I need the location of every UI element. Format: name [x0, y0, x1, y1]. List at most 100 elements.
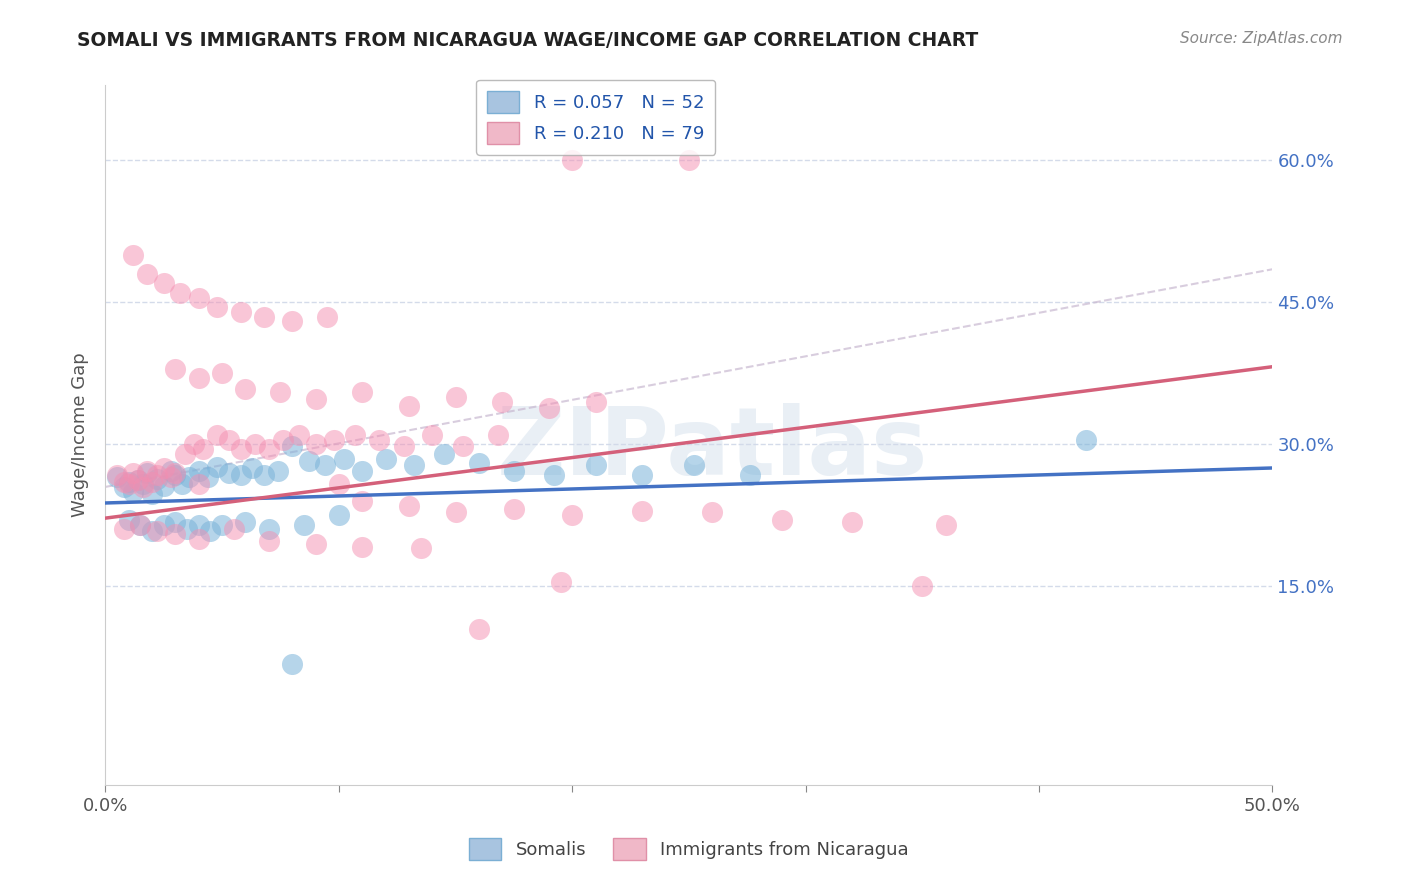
- Point: [678, 153, 700, 168]
- Point: [136, 267, 159, 281]
- Point: [132, 477, 155, 491]
- Point: [141, 475, 163, 490]
- Point: [332, 451, 354, 466]
- Point: [486, 428, 509, 442]
- Point: [165, 361, 187, 376]
- Point: [132, 480, 155, 494]
- Point: [561, 153, 583, 168]
- Point: [292, 517, 315, 532]
- Point: [118, 477, 141, 491]
- Point: [146, 467, 169, 482]
- Point: [267, 464, 290, 478]
- Point: [911, 579, 934, 593]
- Point: [187, 291, 209, 305]
- Point: [328, 477, 350, 491]
- Point: [304, 437, 326, 451]
- Point: [398, 400, 420, 414]
- Point: [631, 467, 654, 482]
- Y-axis label: Wage/Income Gap: Wage/Income Gap: [72, 352, 90, 517]
- Point: [153, 479, 174, 493]
- Point: [352, 540, 374, 554]
- Point: [165, 527, 187, 541]
- Point: [409, 541, 432, 556]
- Point: [211, 517, 233, 532]
- Point: [235, 515, 257, 529]
- Point: [176, 523, 198, 537]
- Point: [281, 314, 304, 328]
- Point: [169, 285, 191, 300]
- Point: [841, 515, 863, 529]
- Point: [314, 458, 336, 472]
- Point: [297, 454, 319, 468]
- Point: [503, 464, 526, 478]
- Point: [222, 523, 245, 537]
- Point: [122, 484, 145, 499]
- Point: [187, 517, 209, 532]
- Point: [112, 480, 135, 494]
- Point: [491, 394, 513, 409]
- Point: [153, 461, 174, 475]
- Point: [165, 467, 187, 482]
- Point: [631, 503, 654, 517]
- Legend: Somalis, Immigrants from Nicaragua: Somalis, Immigrants from Nicaragua: [461, 830, 917, 867]
- Point: [585, 394, 607, 409]
- Point: [738, 467, 761, 482]
- Point: [243, 437, 266, 451]
- Point: [159, 464, 181, 478]
- Point: [561, 508, 583, 523]
- Point: [146, 472, 169, 486]
- Point: [444, 390, 467, 404]
- Point: [118, 475, 141, 490]
- Text: Source: ZipAtlas.com: Source: ZipAtlas.com: [1180, 31, 1343, 46]
- Point: [281, 657, 304, 671]
- Point: [112, 475, 135, 490]
- Point: [1074, 433, 1097, 447]
- Point: [187, 464, 209, 478]
- Point: [304, 536, 326, 550]
- Point: [229, 467, 252, 482]
- Point: [105, 467, 128, 482]
- Point: [218, 466, 240, 480]
- Point: [187, 477, 209, 491]
- Point: [112, 523, 135, 537]
- Point: [550, 574, 572, 589]
- Point: [200, 524, 222, 539]
- Point: [235, 383, 257, 397]
- Point: [193, 442, 215, 456]
- Point: [537, 401, 560, 416]
- Point: [207, 460, 229, 475]
- Point: [270, 385, 292, 400]
- Text: ZIPatlas: ZIPatlas: [496, 403, 928, 495]
- Point: [179, 470, 201, 484]
- Point: [122, 466, 145, 480]
- Point: [682, 458, 704, 472]
- Point: [242, 461, 264, 475]
- Point: [218, 433, 240, 447]
- Point: [420, 428, 443, 442]
- Point: [543, 467, 565, 482]
- Point: [187, 532, 209, 546]
- Point: [129, 517, 152, 532]
- Point: [402, 458, 425, 472]
- Point: [288, 428, 311, 442]
- Point: [444, 505, 467, 519]
- Point: [503, 501, 526, 516]
- Point: [207, 428, 229, 442]
- Point: [451, 439, 474, 453]
- Point: [367, 433, 389, 447]
- Point: [153, 517, 174, 532]
- Point: [229, 305, 252, 319]
- Point: [105, 470, 128, 484]
- Point: [253, 310, 276, 324]
- Point: [172, 477, 194, 491]
- Point: [153, 277, 174, 291]
- Point: [187, 371, 209, 385]
- Point: [165, 515, 187, 529]
- Point: [392, 439, 415, 453]
- Point: [211, 367, 233, 381]
- Point: [141, 486, 163, 500]
- Point: [207, 300, 229, 314]
- Point: [127, 473, 149, 487]
- Point: [352, 494, 374, 508]
- Point: [398, 499, 420, 513]
